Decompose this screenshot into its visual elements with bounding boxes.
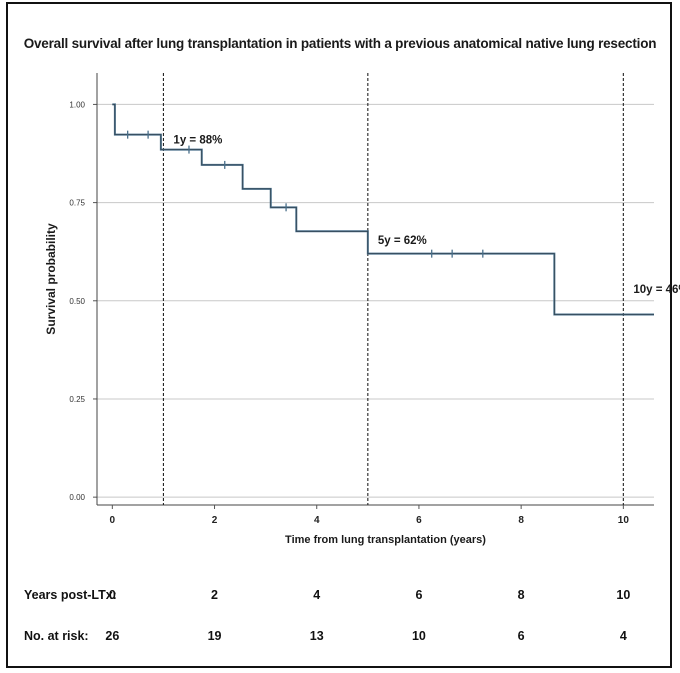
y-tick-label: 1.00 xyxy=(69,100,85,109)
x-tick-label: 6 xyxy=(416,515,422,526)
y-tick-label: 0.75 xyxy=(69,199,85,208)
y-tick-label: 0.25 xyxy=(69,395,85,404)
x-tick-label: 10 xyxy=(618,515,630,526)
at-risk-value: 4 xyxy=(619,629,627,643)
reference-label: 1y = 88% xyxy=(173,135,222,147)
reference-label: 10y = 46% xyxy=(633,284,680,296)
years-header: Years post-LTx: xyxy=(24,588,117,602)
reference-label: 5y = 62% xyxy=(378,235,427,247)
years-value: 0 xyxy=(108,588,116,602)
at-risk-value: 6 xyxy=(517,629,525,643)
at-risk-value: 26 xyxy=(105,629,120,643)
survival-curve-edge xyxy=(112,104,654,315)
years-value: 2 xyxy=(211,588,219,602)
years-value: 6 xyxy=(415,588,423,602)
years-value: 8 xyxy=(517,588,525,602)
at-risk-header: No. at risk: xyxy=(24,629,89,643)
y-tick-label: 0.00 xyxy=(69,493,85,502)
x-tick-label: 2 xyxy=(212,515,218,526)
risk-table-years-row: Years post-LTx: 0 2 4 6 8 10 xyxy=(0,588,680,608)
x-tick-label: 4 xyxy=(314,515,320,526)
at-risk-value: 10 xyxy=(411,629,426,643)
chart-title: Overall survival after lung transplantat… xyxy=(23,36,657,51)
figure-frame xyxy=(6,2,672,668)
at-risk-value: 13 xyxy=(309,629,324,643)
x-axis-label: Time from lung transplantation (years) xyxy=(285,534,486,546)
x-tick-label: 0 xyxy=(110,515,116,526)
y-axis-label: Survival probability xyxy=(44,223,58,335)
years-value: 4 xyxy=(313,588,321,602)
years-value: 10 xyxy=(616,588,631,602)
x-tick-label: 8 xyxy=(518,515,524,526)
at-risk-value: 19 xyxy=(207,629,222,643)
y-tick-label: 0.50 xyxy=(69,297,85,306)
risk-table-at-risk-row: No. at risk: 26 19 13 10 6 4 xyxy=(0,629,680,649)
